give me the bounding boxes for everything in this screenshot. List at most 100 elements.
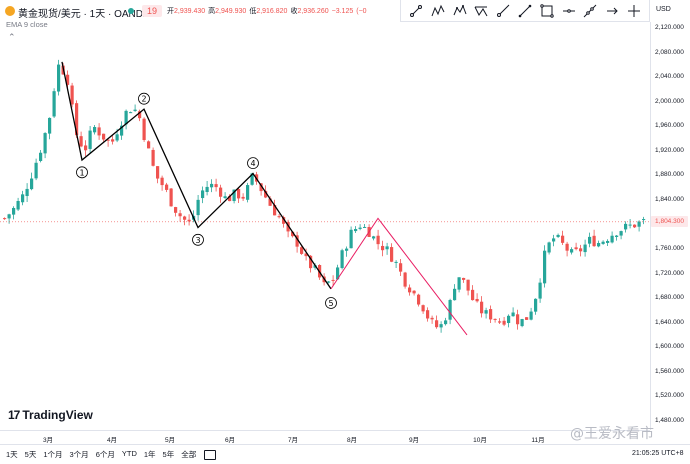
collapse-indicators-button[interactable]: ⌃ <box>8 32 16 42</box>
candle <box>480 296 484 318</box>
horizontal-line-tool[interactable] <box>561 3 577 19</box>
candle <box>79 131 83 148</box>
candle <box>138 109 142 122</box>
symbol-icon <box>5 6 15 16</box>
range-button[interactable]: YTD <box>121 449 137 458</box>
candle <box>412 290 416 296</box>
price-tick-label: 2,000.000 <box>655 97 684 105</box>
ray-tool[interactable] <box>495 3 511 19</box>
candle <box>214 178 218 192</box>
wave-label[interactable]: 5 <box>325 297 337 309</box>
candle <box>48 117 52 140</box>
candle <box>511 307 515 317</box>
candle <box>601 240 605 245</box>
candle <box>502 316 506 327</box>
month-label: 3月 <box>42 437 54 444</box>
rectangle-tool[interactable] <box>539 3 555 19</box>
candle <box>331 275 335 287</box>
candle <box>196 195 200 221</box>
range-button[interactable]: 全部 <box>181 450 197 459</box>
candle <box>147 140 151 149</box>
candle <box>637 220 641 232</box>
elliott-wave-main[interactable] <box>61 61 332 290</box>
price-chart[interactable]: 1 2 3 4 5 <box>0 0 650 430</box>
market-status-icon <box>128 8 134 14</box>
range-button[interactable]: 5天 <box>24 450 37 459</box>
range-button[interactable]: 1天 <box>6 450 18 459</box>
candle <box>21 190 25 206</box>
candle <box>160 175 164 191</box>
symbol-title[interactable]: 黄金现货/美元 · 1天 · OANDA <box>18 9 150 20</box>
ohlc-value: 2,939.430 <box>174 8 206 15</box>
ohlc-value: (−0 <box>356 8 367 15</box>
wave-label[interactable]: 1 <box>76 166 88 179</box>
candle <box>466 279 470 296</box>
candle <box>183 215 187 226</box>
candle <box>376 229 380 250</box>
candle <box>205 180 209 196</box>
candle <box>57 59 61 96</box>
candle <box>448 298 452 325</box>
candle <box>529 307 533 321</box>
price-tick-label: 1,880.000 <box>655 171 684 179</box>
trend-line-tool[interactable] <box>408 3 424 19</box>
chart-header: 黄金现货/美元 · 1天 · OANDA 19 开2,939.430 高2,949… <box>0 0 650 42</box>
axis-currency[interactable]: USD <box>656 6 671 13</box>
bottom-bar: 1天 5天 1个月 3个月 6个月 YTD 1年 5年 全部 21:05:25 UTC+8 <box>0 444 690 464</box>
range-button[interactable]: 5年 <box>162 450 175 459</box>
ohlc-label: 高 <box>208 8 216 15</box>
month-label: 4月 <box>106 437 118 444</box>
indicator-label[interactable]: EMA 9 close <box>6 20 48 29</box>
range-button[interactable]: 6个月 <box>95 450 115 459</box>
info-line-tool[interactable] <box>517 3 533 19</box>
time-axis[interactable]: 3月 4月 5月 6月 7月 8月 9月 10月 11月 <box>0 430 650 444</box>
drawing-toolbar <box>400 0 650 22</box>
candle <box>552 234 556 247</box>
correction-wave[interactable] <box>330 217 468 336</box>
range-button[interactable]: 1年 <box>143 450 156 459</box>
range-button[interactable]: 3个月 <box>69 450 89 459</box>
elliott-wave-icon <box>453 4 466 15</box>
candle <box>120 121 124 140</box>
candle <box>349 226 353 249</box>
candle <box>237 187 241 203</box>
candle <box>34 158 38 181</box>
candle <box>439 321 443 333</box>
elliott-wave-tool[interactable] <box>452 3 468 19</box>
tradingview-logo[interactable]: 17 TradingView <box>8 408 93 422</box>
candle <box>363 223 367 228</box>
extended-line-tool[interactable] <box>582 3 598 19</box>
candle <box>588 232 592 248</box>
candle <box>507 314 511 328</box>
candle <box>628 219 632 229</box>
candle <box>39 150 43 163</box>
candle <box>358 224 362 231</box>
candle <box>561 230 565 245</box>
xabcd-pattern-tool[interactable] <box>430 3 446 19</box>
wave-label[interactable]: 4 <box>247 157 259 170</box>
candle <box>390 243 394 263</box>
abcd-pattern-tool[interactable] <box>473 3 489 19</box>
crossline-tool[interactable] <box>626 3 642 19</box>
candle <box>606 239 610 246</box>
candle <box>610 231 614 244</box>
candle <box>102 133 106 142</box>
wave-label[interactable]: 3 <box>192 233 204 246</box>
candle <box>327 280 331 284</box>
candle <box>111 135 115 145</box>
candle <box>106 139 110 147</box>
candle <box>520 318 524 328</box>
candle <box>97 123 101 140</box>
candle <box>498 318 502 325</box>
price-tick-label: 1,960.000 <box>655 122 684 130</box>
wave-label[interactable]: 2 <box>138 92 150 105</box>
date-range-icon[interactable] <box>204 449 217 460</box>
candle <box>574 242 578 251</box>
candle <box>372 235 376 241</box>
candle <box>30 172 34 191</box>
range-button[interactable]: 1个月 <box>43 450 63 459</box>
candle <box>52 88 56 118</box>
arrow-tool[interactable] <box>604 3 620 19</box>
candle <box>16 197 20 211</box>
month-label: 9月 <box>408 437 420 444</box>
